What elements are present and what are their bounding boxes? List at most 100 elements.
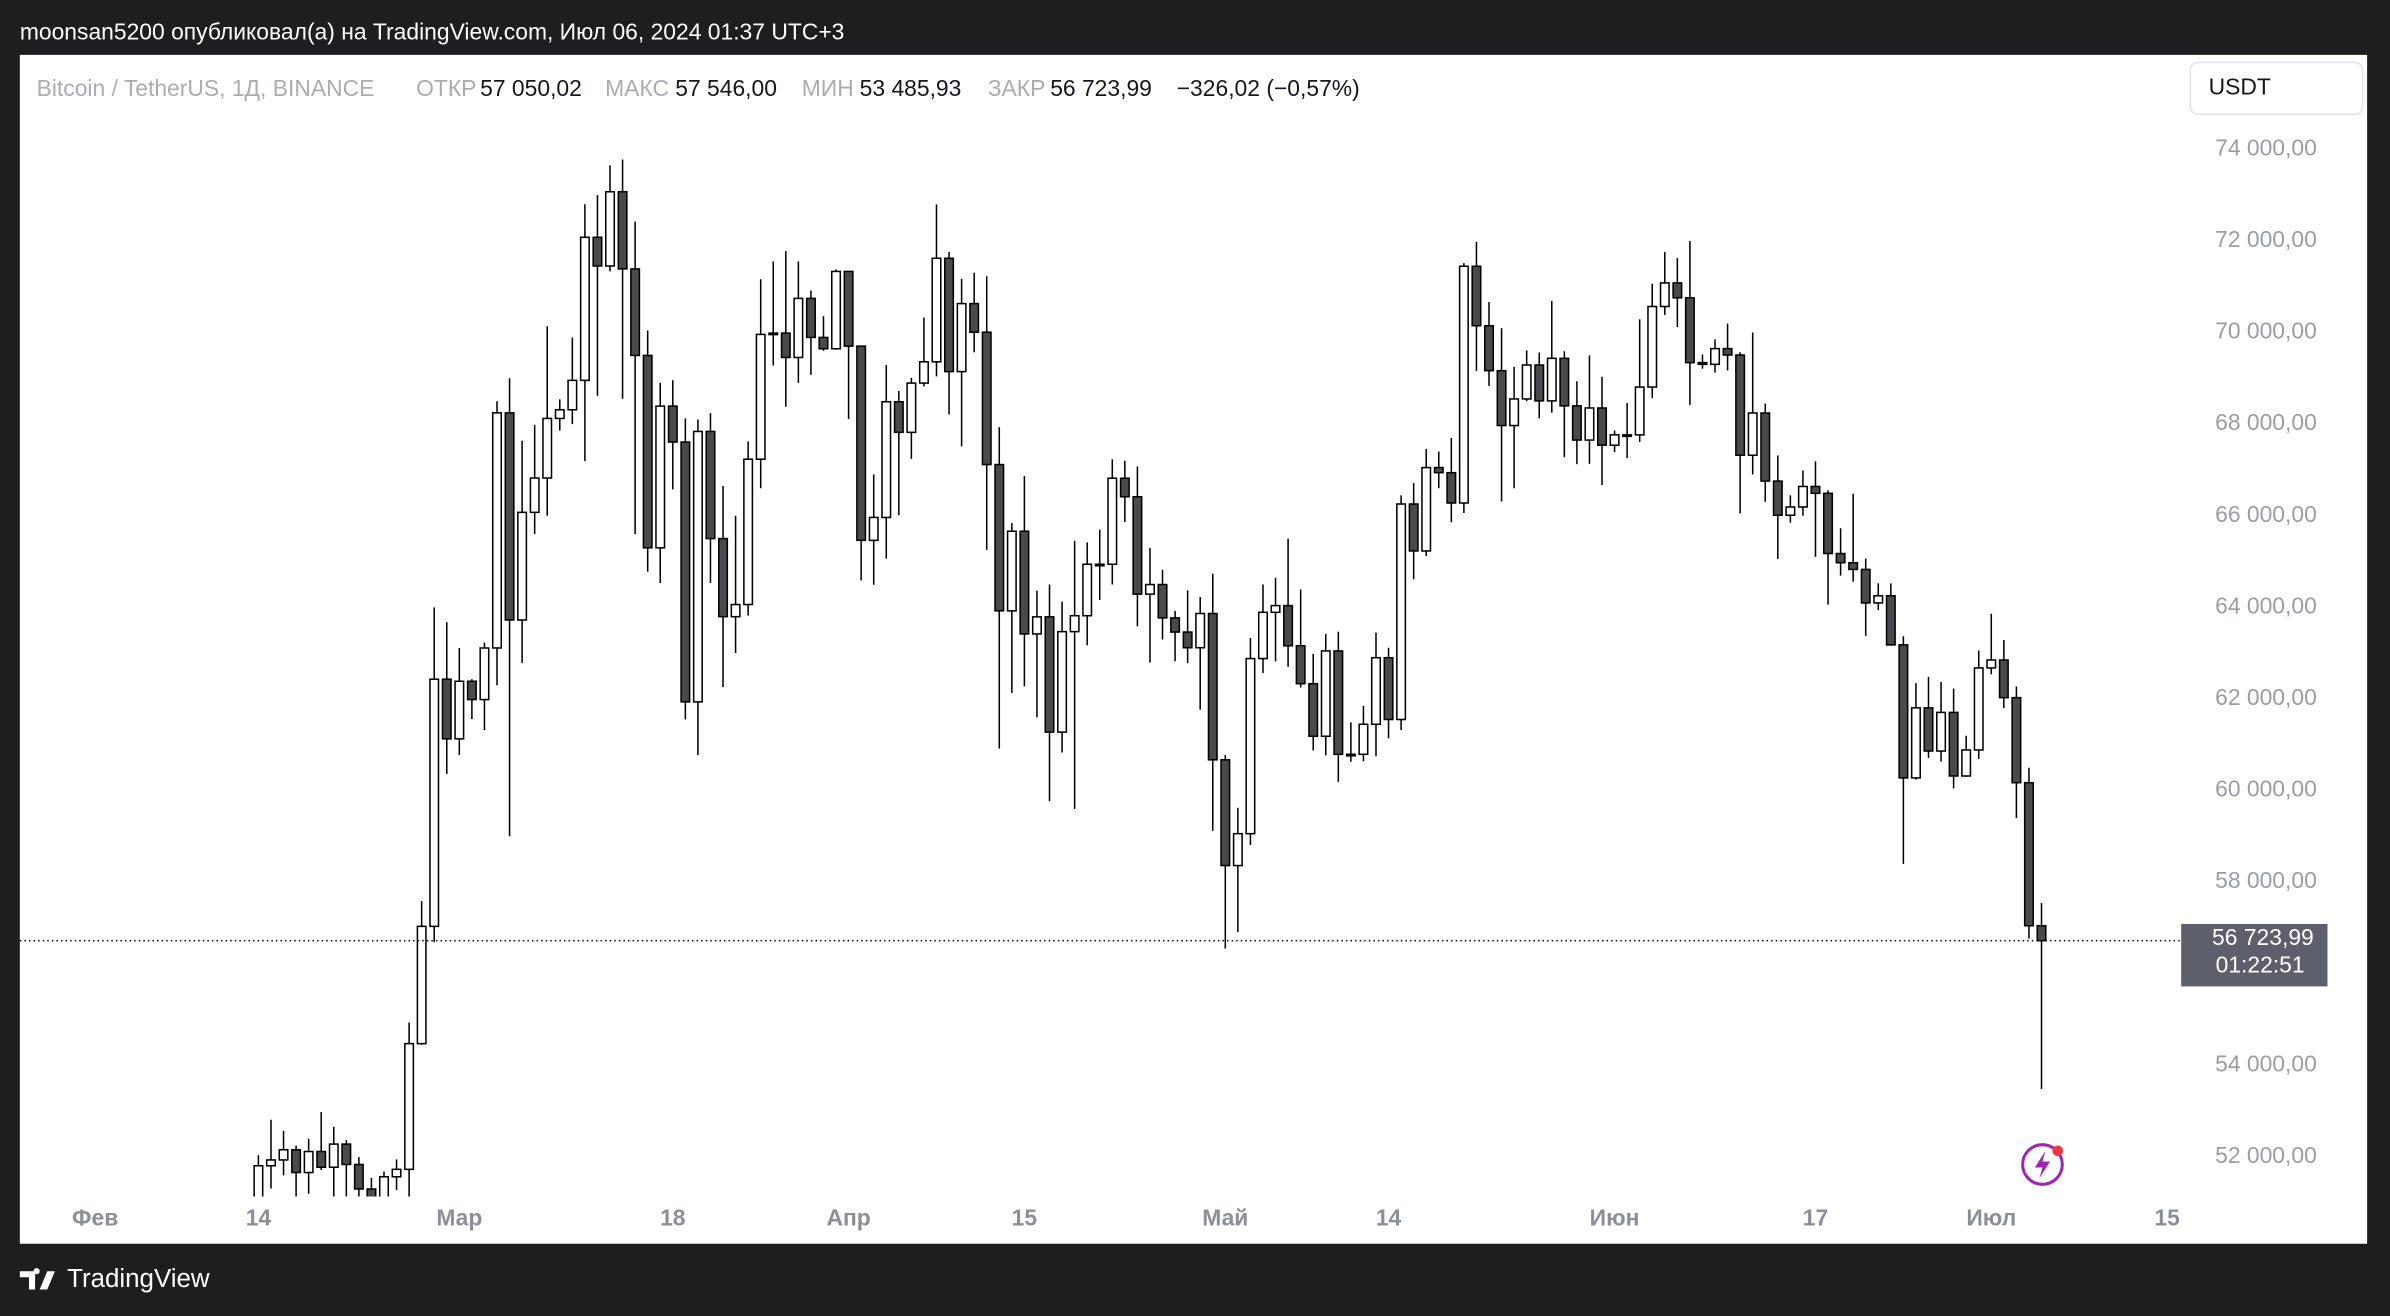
candle-body: [378, 1175, 390, 1197]
x-tick-label: 14: [1376, 1204, 1402, 1230]
candle-body: [253, 1165, 264, 1197]
price-tag-label: 56 723,99: [2212, 924, 2314, 950]
price-tag: [2181, 923, 2328, 987]
candle-body: [429, 678, 440, 928]
candle-body: [1446, 471, 1457, 504]
candle-body: [1672, 282, 1683, 299]
candle-body: [1684, 297, 1695, 364]
candle-body: [1521, 364, 1532, 400]
candle-body: [705, 430, 716, 540]
candle-body: [1057, 630, 1068, 733]
candle-body: [655, 405, 666, 549]
candle-body: [1094, 563, 1105, 567]
candle-body: [1283, 604, 1294, 647]
currency-label[interactable]: USDT: [2209, 73, 2271, 99]
candle-body: [1207, 612, 1218, 761]
candle-body: [328, 1143, 339, 1168]
y-tick-label: 54 000,00: [2215, 1051, 2317, 1077]
candle-body: [1697, 361, 1708, 366]
candle-body: [265, 1159, 277, 1167]
candle-body: [1559, 357, 1570, 407]
icon-dot[interactable]: [2052, 1145, 2064, 1157]
candle-body: [1471, 265, 1482, 327]
x-tick-label: Май: [1202, 1204, 1248, 1230]
candle-body: [1910, 707, 1921, 779]
candle-body: [291, 1149, 302, 1174]
candle-body: [1232, 832, 1243, 867]
publisher-line: moonsan5200 опубликовал(а) на TradingVie…: [20, 19, 845, 45]
brand-name[interactable]: TradingView: [67, 1265, 210, 1293]
x-tick-label: 17: [1803, 1204, 1828, 1230]
candle-body: [818, 336, 829, 350]
candle-body: [1785, 506, 1796, 516]
candle-body: [353, 1163, 364, 1190]
legend-key: МИН: [802, 75, 854, 101]
currency-button-frame[interactable]: [2189, 61, 2364, 116]
lightning-icon[interactable]: [2021, 1143, 2064, 1186]
y-tick-label: 72 000,00: [2215, 226, 2317, 252]
candle-body: [1144, 583, 1155, 595]
legend-key: ОТКР: [416, 75, 476, 101]
candle-body: [1483, 324, 1495, 372]
icon-bolt[interactable]: [2034, 1150, 2051, 1179]
candle-body: [2036, 924, 2047, 942]
y-tick-label: 58 000,00: [2215, 867, 2317, 893]
candle-body: [466, 680, 477, 701]
candle-body: [1333, 650, 1344, 756]
change-label: −326,02 (−0,57%): [1177, 75, 1360, 101]
candle-body: [1107, 477, 1118, 566]
candle-body: [366, 1188, 377, 1197]
x-tick-label: Фев: [72, 1204, 118, 1230]
candle-body: [454, 680, 465, 740]
candle-body: [1069, 614, 1080, 633]
candle-body: [416, 925, 427, 1045]
candle-body: [1898, 644, 1909, 779]
candles: [253, 159, 2047, 1197]
candle-body: [1923, 707, 1934, 752]
candle-body: [1571, 405, 1582, 441]
candle-body: [542, 417, 553, 479]
candle-body: [1647, 305, 1658, 388]
candle-body: [567, 379, 578, 411]
candle-body: [1860, 568, 1871, 604]
candle-body: [956, 302, 967, 373]
candle-body: [1584, 407, 1595, 441]
brand-logo[interactable]: [19, 1268, 55, 1290]
candle-body: [1458, 265, 1469, 504]
candle-body: [906, 382, 917, 434]
candle-body: [642, 354, 653, 549]
candle-body: [491, 412, 503, 649]
y-tick-label: 66 000,00: [2215, 501, 2317, 527]
candle-body: [1885, 595, 1896, 646]
candle-body: [1760, 412, 1771, 482]
candle-body: [1622, 434, 1633, 438]
candle-body: [1797, 485, 1808, 508]
candle-body: [1986, 659, 1997, 669]
candle-body: [2011, 696, 2022, 784]
candle-body: [780, 332, 791, 359]
candle-body: [504, 412, 515, 621]
icon-ring[interactable]: [2021, 1143, 2064, 1186]
candle-body: [893, 400, 904, 434]
candle-body: [479, 647, 490, 701]
currency-button[interactable]: USDT: [2189, 61, 2364, 116]
candle-body: [554, 409, 565, 420]
brand[interactable]: TradingView: [19, 1265, 210, 1293]
candle-body: [717, 537, 729, 618]
candle-body: [1082, 563, 1093, 617]
candle-body: [1873, 595, 1884, 604]
candle-body: [1170, 617, 1181, 633]
candle-body: [831, 270, 842, 350]
candle-body: [667, 405, 678, 443]
y-tick-label: 74 000,00: [2215, 134, 2317, 160]
candle-body: [969, 302, 980, 333]
candle-body: [1358, 723, 1369, 756]
candle-body: [1157, 583, 1168, 619]
candle-body: [918, 361, 929, 384]
candle-body: [1308, 682, 1319, 737]
candle-body: [1044, 616, 1055, 733]
candle-body: [1634, 386, 1645, 436]
y-tick-label: 64 000,00: [2215, 592, 2317, 618]
candle-body: [856, 345, 867, 542]
